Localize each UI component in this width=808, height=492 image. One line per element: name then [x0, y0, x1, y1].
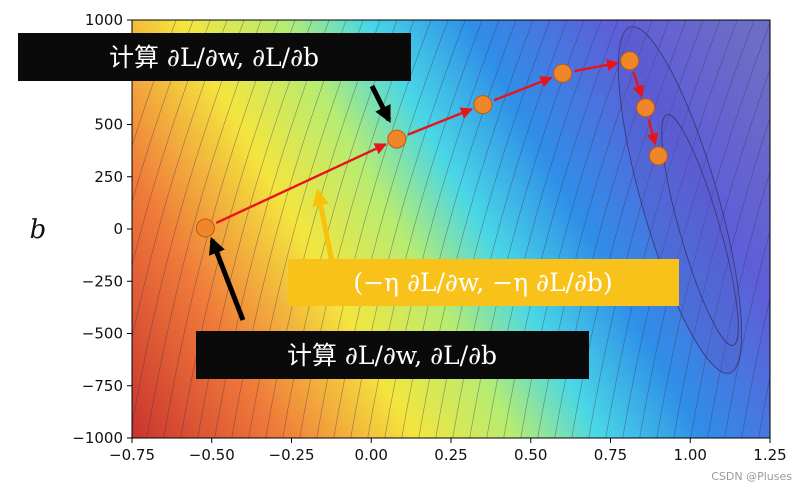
- contour-line: [707, 170, 770, 438]
- x-tick-label: 0.00: [355, 446, 388, 464]
- x-tick-label: 1.25: [753, 446, 786, 464]
- bottom-gradient-box: 计算 ∂L/∂w, ∂L/∂b: [196, 331, 589, 379]
- x-tick-label: −0.50: [189, 446, 235, 464]
- y-tick-label: −1000: [72, 429, 123, 447]
- x-axis: −0.75 −0.50 −0.25 0.00 0.25 0.50 0.75 1.00 1.25: [109, 438, 787, 464]
- update-step-box: (−η ∂L/∂w, −η ∂L/∂b): [288, 259, 679, 306]
- descent-step-arrow: [407, 107, 473, 136]
- top-gradient-box: 计算 ∂L/∂w, ∂L/∂b: [18, 33, 411, 81]
- y-tick-label: −500: [82, 325, 123, 343]
- x-tick-label: 0.75: [594, 446, 627, 464]
- x-tick-label: 0.25: [434, 446, 467, 464]
- y-tick-label: 250: [94, 168, 123, 186]
- descent-point: [553, 63, 573, 83]
- y-tick-label: 500: [94, 116, 123, 134]
- y-tick-label: −750: [82, 377, 123, 395]
- top-gradient-label: 计算 ∂L/∂w, ∂L/∂b: [109, 43, 319, 72]
- descent-point: [620, 51, 640, 71]
- y-tick-label: 1000: [85, 11, 123, 29]
- bottom-gradient-label: 计算 ∂L/∂w, ∂L/∂b: [287, 341, 497, 370]
- contour-line: [690, 117, 770, 438]
- y-axis: 10007505002500−250−500−750−1000: [72, 11, 132, 447]
- descent-point: [473, 95, 493, 115]
- descent-points: [195, 51, 668, 238]
- contour-line: [588, 20, 704, 438]
- y-tick-label: 0: [113, 220, 123, 238]
- descent-point: [387, 129, 407, 149]
- watermark: CSDN @Pluses: [711, 470, 792, 483]
- contour-line: [741, 296, 770, 438]
- descent-step-arrow: [215, 143, 387, 224]
- contour-line: [639, 20, 755, 438]
- descent-step-arrow: [493, 76, 553, 102]
- contour-line: [605, 20, 721, 438]
- contour-line: [673, 68, 770, 438]
- x-tick-label: 0.50: [514, 446, 547, 464]
- contour-line: [656, 22, 770, 438]
- update-callout-arrow: [312, 188, 335, 263]
- descent-point: [195, 218, 215, 238]
- y-tick-label: −250: [82, 272, 123, 290]
- top-callout-arrow: [369, 84, 392, 124]
- x-tick-label: 1.00: [674, 446, 707, 464]
- descent-step-arrow: [632, 71, 644, 98]
- contour-line: [724, 229, 770, 438]
- descent-step-arrow: [574, 59, 620, 73]
- x-tick-label: −0.75: [109, 446, 155, 464]
- update-step-label: (−η ∂L/∂w, −η ∂L/∂b): [353, 268, 612, 297]
- descent-arrows: [215, 59, 659, 224]
- y-axis-label: b: [30, 215, 47, 245]
- x-tick-label: −0.25: [269, 446, 315, 464]
- descent-point: [648, 146, 668, 166]
- descent-step-arrow: [646, 119, 659, 146]
- contour-line: [622, 20, 738, 438]
- bottom-callout-arrow: [208, 236, 246, 321]
- descent-point: [636, 98, 656, 118]
